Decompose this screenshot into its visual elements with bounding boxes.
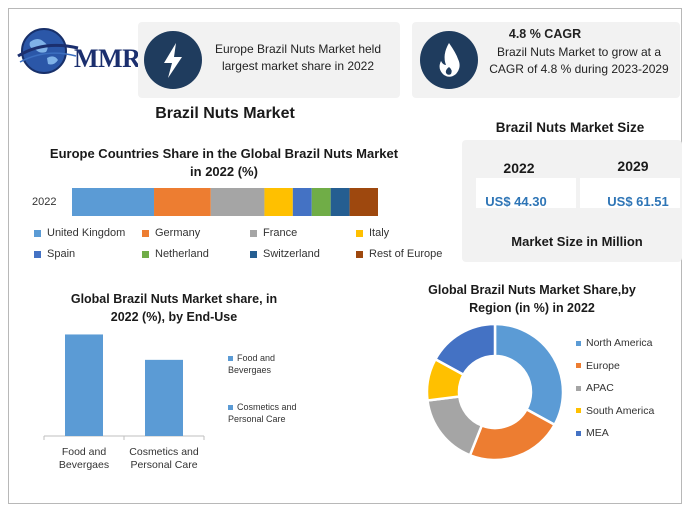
x-tick-label-food-and-bevergaes: Food and Bevergaes <box>58 446 110 471</box>
page-title: Brazil Nuts Market <box>155 105 295 122</box>
stacked-bar-chart <box>72 188 378 216</box>
bar-segment-spain <box>292 188 312 216</box>
bar-food-and-bevergaes <box>65 334 103 436</box>
bar-segment-france <box>210 188 265 216</box>
legend-swatch <box>34 250 41 258</box>
enduse-chart-title: Global Brazil Nuts Market share, in 2022… <box>70 292 278 324</box>
donut-slice-europe <box>468 407 557 462</box>
legend-item-mea: MEA <box>576 427 609 439</box>
legend-swatch <box>576 408 581 414</box>
highlight-cagr-heading: 4.8 % CAGR <box>508 27 582 41</box>
market-size-2022-box <box>476 178 576 208</box>
stacked-chart-category: 2022 <box>32 196 57 208</box>
legend-item-cosmetics-and-personal-care: Cosmetics and Personal Care <box>228 401 308 425</box>
legend-swatch <box>34 229 41 237</box>
market-size-year-2022: 2022 <box>503 160 535 176</box>
legend-label: Rest of Europe <box>369 248 443 260</box>
legend-item-netherland: Netherland <box>142 248 209 260</box>
legend-item-united-kingdom: United Kingdom <box>34 227 125 239</box>
logo-text: MMR <box>74 44 141 73</box>
legend-label: South America <box>586 404 655 417</box>
legend-label: Italy <box>369 227 390 239</box>
legend-swatch <box>142 229 149 237</box>
legend-item-apac: APAC <box>576 382 614 394</box>
legend-swatch <box>250 229 257 237</box>
legend-swatch <box>576 385 581 391</box>
legend-swatch <box>250 250 257 258</box>
legend-item-north-america: North America <box>576 337 653 349</box>
bar-segment-switzerland <box>330 188 350 216</box>
legend-swatch <box>576 430 581 436</box>
highlight-cagr-text: Brazil Nuts Market to grow at a CAGR of … <box>489 45 669 76</box>
x-tick-label-cosmetics-and-personal-care: Cosmetics and Personal Care <box>129 446 199 471</box>
legend-item-italy: Italy <box>356 227 389 239</box>
globe-icon <box>17 28 79 74</box>
market-size-value-2022: US$ 44.30 <box>485 194 547 209</box>
mmr-logo: MMR <box>14 18 141 80</box>
market-size-2029-box <box>580 178 680 208</box>
flame-icon <box>420 31 478 89</box>
legend-label: Europe <box>586 359 620 372</box>
legend-item-europe: Europe <box>576 360 620 372</box>
legend-item-france: France <box>250 227 297 239</box>
lightning-icon <box>144 31 202 89</box>
legend-label: Netherland <box>155 248 209 260</box>
legend-swatch <box>576 340 581 346</box>
legend-swatch <box>228 405 233 411</box>
lightning-icon-glyph <box>164 43 182 78</box>
legend-label: Food and Bevergaes <box>228 353 276 375</box>
stacked-chart-title: Europe Countries Share in the Global Bra… <box>49 146 399 179</box>
legend-label: Spain <box>47 248 76 260</box>
donut-slice-north-america <box>493 322 565 427</box>
bar-cosmetics-and-personal-care <box>145 359 183 436</box>
donut-slice-apac <box>426 395 484 457</box>
market-size-footer: Market Size in Million <box>511 234 643 249</box>
bar-segment-rest-of-europe <box>349 188 378 216</box>
bar-segment-netherland <box>311 188 331 216</box>
legend-label: APAC <box>586 382 614 394</box>
legend-label: France <box>263 227 298 239</box>
highlight-europe-panel: Europe Brazil Nuts Market held largest m… <box>138 22 400 98</box>
market-size-value-2029: US$ 61.51 <box>607 194 669 209</box>
legend-label: Germany <box>155 227 201 239</box>
legend-label: United Kingdom <box>47 227 126 239</box>
legend-item-south-america: South America <box>576 405 654 417</box>
bar-segment-italy <box>264 188 293 216</box>
legend-item-germany: Germany <box>142 227 200 239</box>
flame-icon-glyph <box>439 43 460 77</box>
legend-label: North America <box>586 337 653 349</box>
legend-item-food-and-bevergaes: Food and Bevergaes <box>228 352 308 376</box>
bar-segment-germany <box>154 188 211 216</box>
legend-swatch <box>228 356 233 362</box>
legend-label: Cosmetics and Personal Care <box>228 402 297 424</box>
market-size-title: Brazil Nuts Market Size <box>495 120 645 135</box>
market-size-year-2029: 2029 <box>617 158 649 174</box>
legend-swatch <box>356 250 363 258</box>
legend-item-spain: Spain <box>34 248 75 260</box>
highlight-cagr-panel: 4.8 % CAGR Brazil Nuts Market to grow at… <box>412 22 680 98</box>
region-donut-chart <box>425 322 565 462</box>
legend-swatch <box>576 363 581 369</box>
bar-segment-united-kingdom <box>72 188 155 216</box>
legend-item-rest-of-europe: Rest of Europe <box>356 248 442 260</box>
legend-label: MEA <box>586 427 609 439</box>
legend-swatch <box>142 250 149 258</box>
legend-item-switzerland: Switzerland <box>250 248 320 260</box>
donut-slice-mea <box>433 322 497 377</box>
highlight-europe-text: Europe Brazil Nuts Market held largest m… <box>214 42 382 73</box>
legend-label: Switzerland <box>263 248 320 260</box>
region-chart-title: Global Brazil Nuts Market Share,by Regio… <box>428 283 636 315</box>
enduse-bar-chart <box>43 334 205 440</box>
market-size-panel: 2022 2029 US$ 44.30 US$ 61.51 Market Siz… <box>462 140 682 262</box>
legend-swatch <box>356 229 363 237</box>
